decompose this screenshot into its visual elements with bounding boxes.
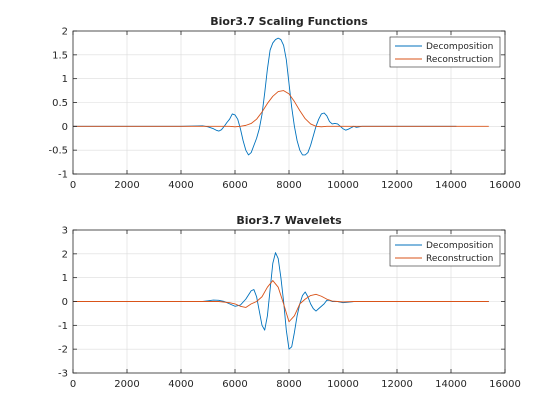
y-tick-label: -0.5 [48,146,68,157]
legend: Decomposition Reconstruction [389,235,501,267]
legend-box [389,36,501,68]
y-tick-label: -1 [58,321,68,332]
series-line-reconstruction [73,90,489,128]
legend-box [389,235,501,267]
x-tick-label: 0 [70,180,76,191]
y-tick-label: 1.5 [52,50,68,61]
y-tick-label: 0.5 [52,98,68,109]
chart-title: Bior3.7 Wavelets [236,214,342,227]
chart-title: Bior3.7 Scaling Functions [210,15,368,28]
x-tick-label: 16000 [489,379,521,390]
y-tick-label: 1 [62,273,68,284]
x-tick-label: 2000 [114,379,139,390]
y-tick-label: 0 [62,297,68,308]
wavelets-chart: Bior3.7 Wavelets 0 2000 4000 6000 8000 10000 1… [58,214,521,390]
x-tick-label: 14000 [435,180,467,191]
x-tick-label: 0 [70,379,76,390]
x-tick-label: 12000 [381,180,413,191]
x-tick-label: 12000 [381,379,413,390]
y-tick-label: 3 [62,226,68,237]
x-tick-label: 10000 [327,180,359,191]
y-tick-label: 0 [62,122,68,133]
x-tick-label: 8000 [276,379,301,390]
legend-label-decomposition: Decomposition [426,241,493,251]
legend-label-decomposition: Decomposition [426,42,493,52]
y-tick-label: 2 [62,27,68,38]
y-tick-label: -3 [58,369,68,380]
legend-label-reconstruction: Reconstruction [426,254,493,264]
x-tick-label: 2000 [114,180,139,191]
x-tick-label: 6000 [222,379,247,390]
x-tick-label: 10000 [327,379,359,390]
x-tick-label: 8000 [276,180,301,191]
legend: Decomposition Reconstruction [389,36,501,68]
y-tick-label: -2 [58,345,68,356]
legend-label-reconstruction: Reconstruction [426,55,493,65]
x-tick-label: 16000 [489,180,521,191]
y-tick-label: 2 [62,249,68,260]
x-tick-label: 14000 [435,379,467,390]
scaling-functions-chart: Bior3.7 Scaling Functions 0 2000 4000 6000 8… [48,15,520,191]
y-tick-label: 1 [62,74,68,85]
x-tick-label: 6000 [222,180,247,191]
x-tick-label: 4000 [168,180,193,191]
series-line-reconstruction [73,280,489,323]
x-tick-label: 4000 [168,379,193,390]
y-tick-label: -1 [58,170,68,181]
